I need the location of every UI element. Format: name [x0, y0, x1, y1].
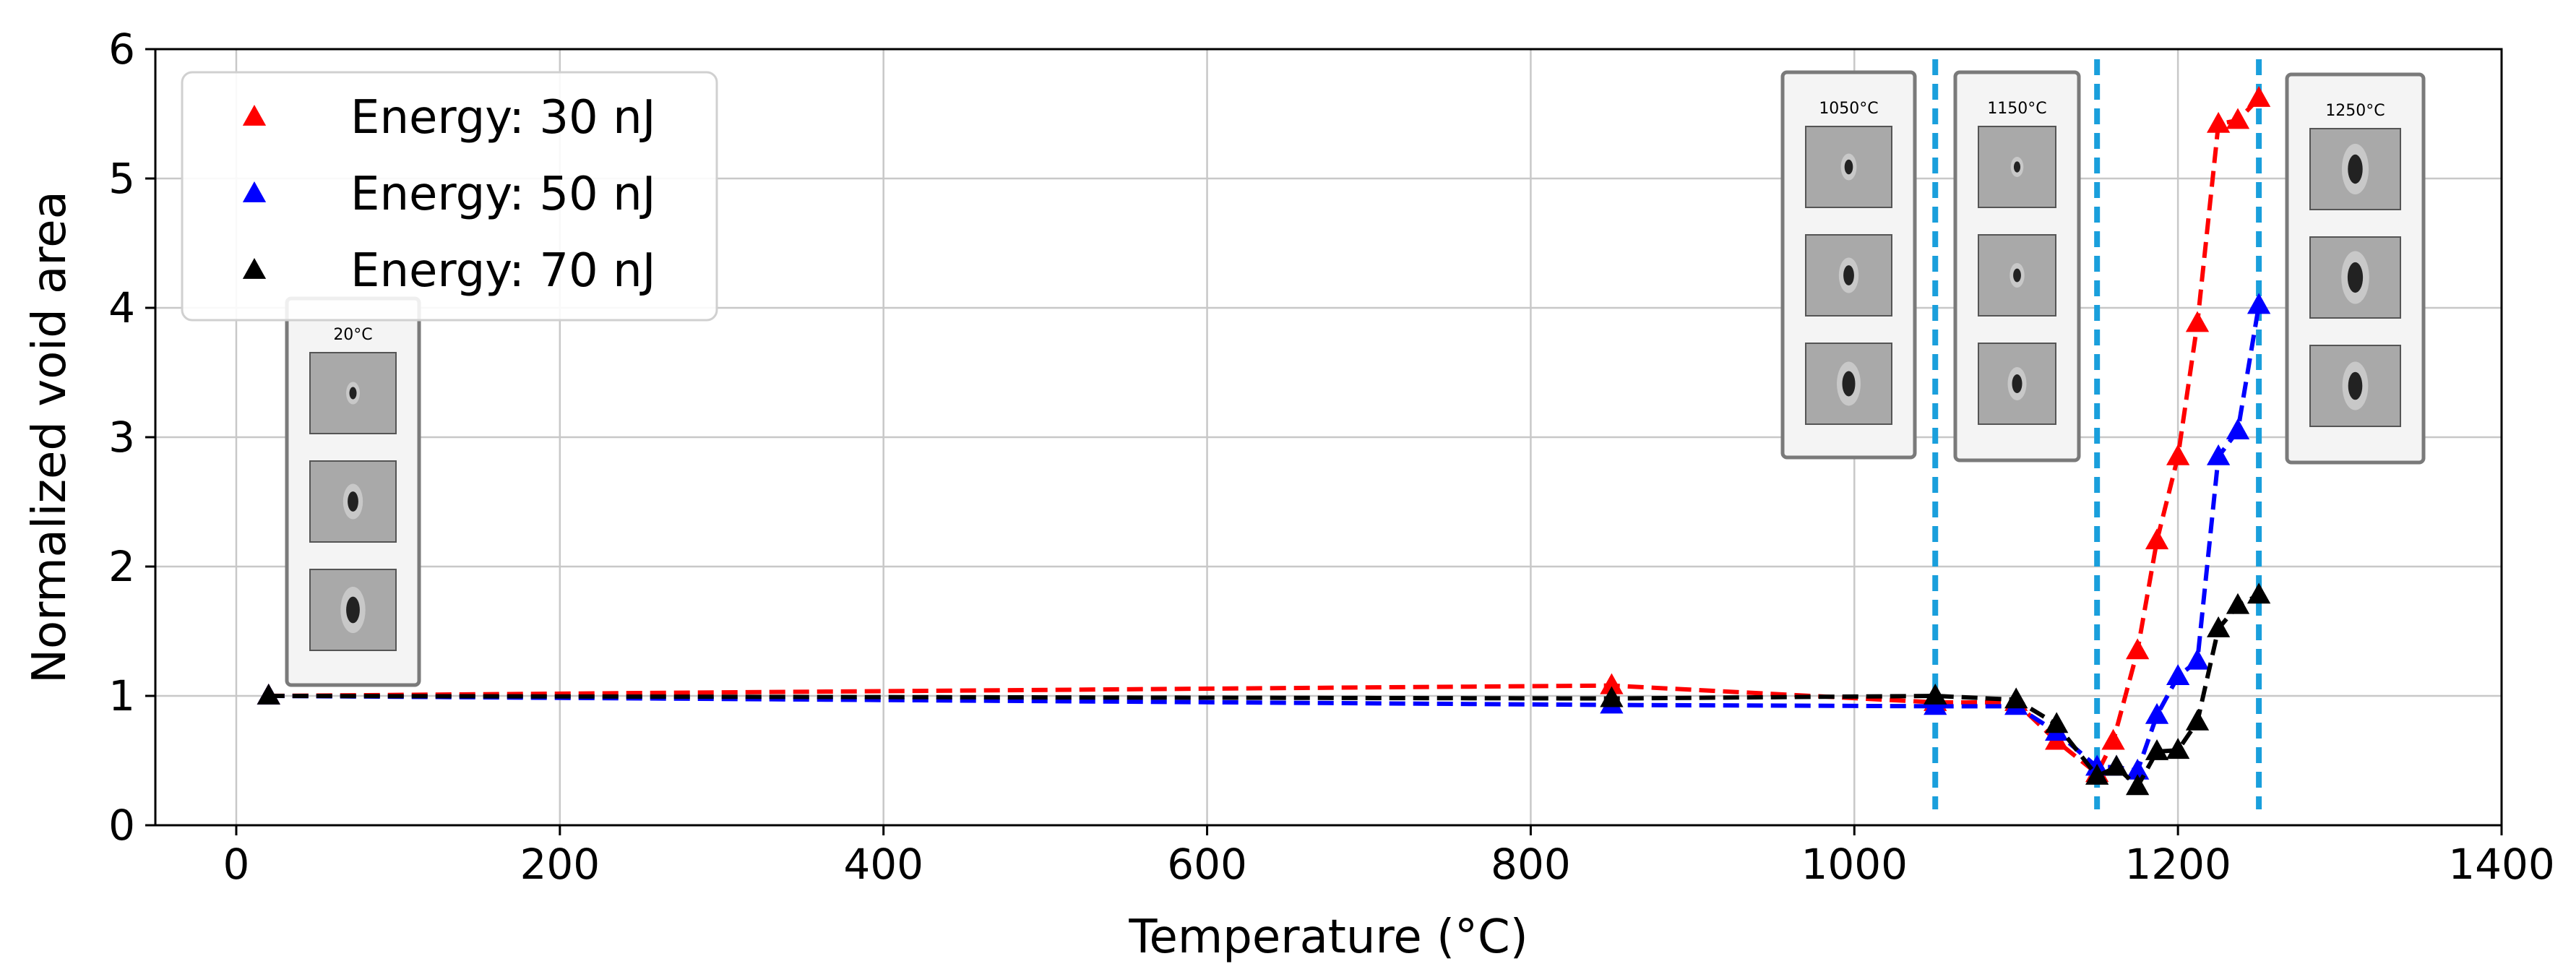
data-point — [2145, 739, 2169, 760]
void-spot — [348, 491, 358, 512]
y-tick-label: 3 — [108, 413, 135, 462]
x-tick-label: 1400 — [2448, 840, 2555, 889]
data-point — [2145, 528, 2169, 550]
data-point — [2226, 418, 2250, 439]
axis-ticks: 0 200 400 600 800 1000 1200 1400 0 1 2 3 4 5 6 — [108, 25, 2555, 889]
void-spot — [2348, 154, 2363, 184]
void-spot — [2348, 371, 2363, 400]
data-point — [2126, 638, 2150, 660]
series-line — [268, 96, 2261, 778]
void-spot — [2347, 262, 2364, 293]
micrograph-inset: 1150°C — [1953, 70, 2081, 462]
x-tick-label: 200 — [520, 840, 600, 889]
void-spot — [2012, 374, 2023, 393]
x-tick-label: 1000 — [1801, 840, 1908, 889]
y-tick-label: 1 — [108, 671, 135, 720]
data-point — [1600, 686, 1624, 707]
data-point — [2226, 108, 2250, 129]
data-point — [2101, 728, 2125, 750]
data-point — [2145, 702, 2169, 724]
legend-label: Energy: 50 nJ — [350, 168, 656, 221]
legend-label: Energy: 70 nJ — [350, 244, 656, 298]
y-tick-label: 0 — [108, 801, 135, 850]
micrograph-inset: 1250°C — [2285, 72, 2426, 465]
data-point — [2104, 754, 2129, 776]
data-point — [2085, 763, 2109, 785]
y-tick-label: 6 — [108, 25, 135, 74]
inset-temperature-label: 1050°C — [1819, 100, 1878, 118]
data-point — [1600, 673, 1624, 694]
void-spot — [1844, 159, 1853, 175]
series-lines — [257, 86, 2271, 796]
void-spot — [1842, 371, 1856, 397]
data-point — [2185, 648, 2210, 670]
inset-temperature-label: 20°C — [333, 326, 372, 344]
data-point — [2126, 758, 2150, 780]
y-tick-label: 5 — [108, 154, 135, 203]
data-point — [2185, 311, 2210, 332]
data-point — [2247, 86, 2271, 107]
data-point — [2247, 293, 2271, 314]
micrograph-thumbnail — [309, 352, 397, 434]
x-tick-label: 600 — [1167, 840, 1247, 889]
x-tick-label: 800 — [1491, 840, 1571, 889]
data-point — [2247, 582, 2271, 604]
x-tick-label: 400 — [843, 840, 923, 889]
data-point — [2206, 111, 2231, 133]
x-tick-label: 0 — [223, 840, 250, 889]
data-point — [2206, 444, 2231, 465]
y-tick-label: 2 — [108, 542, 135, 591]
micrograph-insets: 20°C 1050°C 1150°C 1250°C — [285, 70, 2426, 687]
x-tick-label: 1200 — [2124, 840, 2231, 889]
legend-marker — [242, 181, 267, 202]
void-spot — [349, 387, 357, 400]
data-point — [2126, 774, 2150, 796]
micrograph-inset: 1050°C — [1780, 70, 1917, 460]
series-line — [268, 304, 2262, 774]
micrograph-inset: 20°C — [285, 296, 421, 687]
legend-marker — [242, 105, 267, 126]
data-point — [2206, 616, 2231, 637]
series-line — [268, 593, 2260, 791]
data-point — [257, 684, 280, 705]
data-point — [2045, 712, 2069, 733]
data-point — [2185, 709, 2210, 731]
legend: Energy: 30 nJ Energy: 50 nJ Energy: 70 nJ — [181, 71, 718, 322]
data-point — [1924, 684, 1947, 705]
void-spot — [1843, 265, 1854, 285]
y-tick-label: 4 — [108, 283, 135, 332]
data-point — [2226, 593, 2250, 614]
legend-label: Energy: 30 nJ — [350, 91, 656, 145]
x-axis-title: Temperature (°C) — [1128, 911, 1528, 964]
y-axis-title: Normalized void area — [23, 191, 77, 684]
void-spot — [346, 596, 360, 624]
inset-temperature-label: 1150°C — [1987, 100, 2046, 118]
void-spot — [2013, 161, 2021, 173]
void-spot — [2013, 268, 2021, 283]
legend-box — [181, 71, 718, 322]
legend-marker — [242, 258, 267, 279]
data-point — [2166, 738, 2190, 759]
inset-temperature-label: 1250°C — [2325, 102, 2385, 120]
data-point — [2004, 687, 2028, 709]
data-point — [2166, 664, 2190, 686]
data-point — [2166, 444, 2190, 465]
micrograph-thumbnail — [309, 460, 397, 543]
